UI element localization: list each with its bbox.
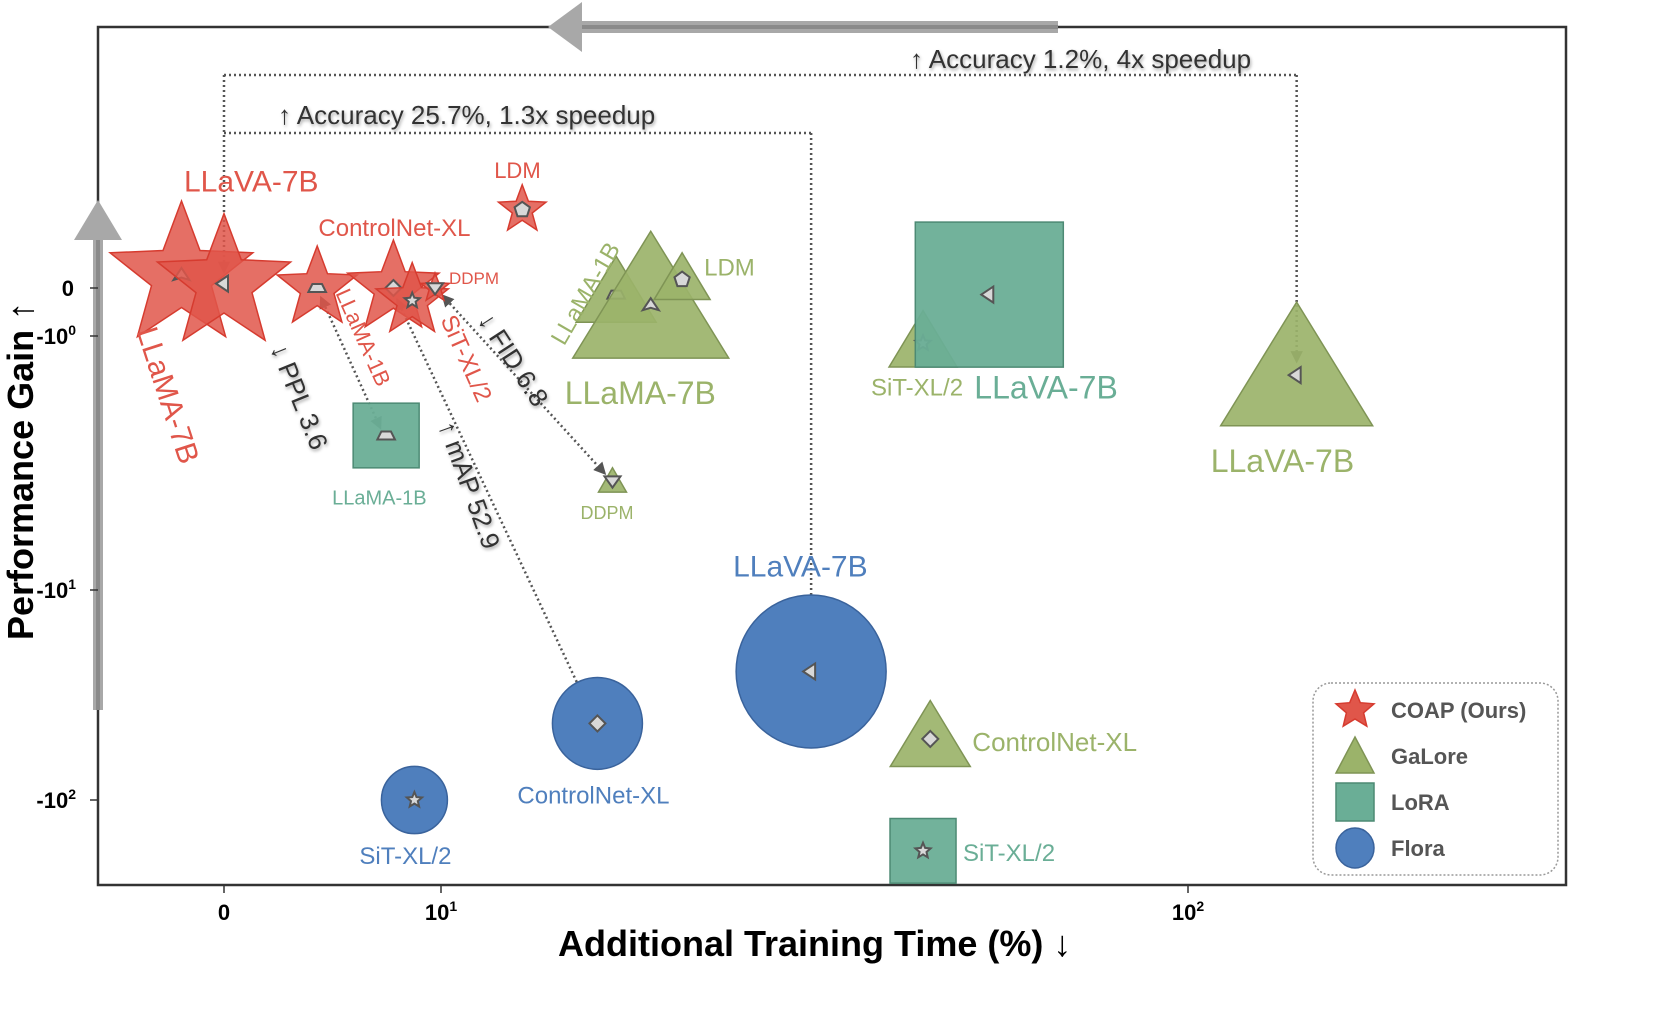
kite-marker-icon bbox=[640, 296, 662, 312]
point-label: LLaMA-7B bbox=[130, 323, 205, 468]
data-point bbox=[275, 243, 360, 324]
star-marker-icon bbox=[402, 289, 423, 310]
legend-label: Flora bbox=[1391, 836, 1446, 861]
legend-item-coap: COAP (Ours) bbox=[1334, 688, 1526, 728]
y-tick-label: -102 bbox=[36, 786, 76, 813]
annotation-accuracy-4x: ↑ Accuracy 1.2%, 4x speedup bbox=[910, 44, 1251, 74]
point-label: LLaVA-7B bbox=[1211, 443, 1355, 479]
annotation-map: ↑ mAP 52.9 bbox=[432, 417, 506, 553]
point-label: LDM bbox=[704, 255, 755, 282]
legend-item-galore: GaLore bbox=[1334, 735, 1468, 774]
annotation-ppl: ↓ PPL 3.6 bbox=[264, 339, 334, 454]
trapezoid-marker-icon bbox=[306, 283, 328, 293]
square-icon bbox=[1335, 782, 1375, 822]
point-label: ControlNet-XL bbox=[517, 782, 669, 809]
point-label: LLaVA-7B bbox=[974, 370, 1118, 406]
star-point bbox=[155, 211, 293, 343]
star-icon bbox=[1334, 688, 1376, 728]
data-point bbox=[380, 765, 449, 835]
circle-icon bbox=[1335, 827, 1375, 869]
x-tick-label: 0 bbox=[218, 900, 230, 925]
trapezoid-marker-icon bbox=[375, 430, 397, 441]
y-tick-label: -100 bbox=[36, 322, 76, 349]
axis-ticks: 0 101 102 0 -100 -101 -102 bbox=[36, 276, 1204, 925]
triangle-icon bbox=[1334, 735, 1376, 774]
left-triangle-marker-icon bbox=[1286, 365, 1302, 385]
triangle-point bbox=[1219, 300, 1375, 427]
data-point bbox=[888, 699, 972, 768]
data-point bbox=[551, 676, 644, 771]
left-triangle-marker-icon bbox=[801, 661, 817, 682]
series-coap bbox=[108, 182, 549, 343]
diamond-marker-icon bbox=[920, 729, 940, 749]
series-flora bbox=[380, 594, 887, 835]
better-direction-arrows bbox=[74, 2, 1058, 710]
legend-label: GaLore bbox=[1391, 744, 1468, 769]
x-axis-title: Additional Training Time (%) ↓ bbox=[558, 923, 1071, 964]
point-label: LLaMA-7B bbox=[565, 375, 716, 411]
x-tick-label: 102 bbox=[1172, 898, 1204, 925]
star-marker-icon bbox=[404, 789, 425, 809]
y-axis-title: Performance Gain ↑ bbox=[0, 302, 41, 640]
point-label: SiT-XL/2 bbox=[871, 374, 963, 401]
y-tick-label: -101 bbox=[36, 576, 76, 603]
point-label: LLaVA-7B bbox=[733, 551, 868, 584]
data-point bbox=[597, 466, 628, 493]
star-marker-icon bbox=[912, 840, 934, 860]
point-label: LLaVA-7B bbox=[184, 166, 319, 199]
legend: COAP (Ours) GaLore LoRA Flora bbox=[1312, 682, 1559, 876]
point-label: ControlNet-XL bbox=[972, 727, 1137, 757]
pentagon-marker-icon bbox=[673, 270, 691, 288]
legend-label: LoRA bbox=[1391, 790, 1450, 815]
data-point bbox=[1219, 300, 1375, 427]
left-arrow-icon bbox=[548, 2, 1058, 52]
diagonal-arrow bbox=[319, 295, 382, 430]
diagonal-arrow bbox=[395, 297, 594, 718]
down-triangle-marker-icon bbox=[602, 475, 623, 490]
series-lora bbox=[352, 221, 1065, 884]
pentagon-marker-icon bbox=[513, 200, 532, 218]
data-point bbox=[155, 211, 293, 343]
point-label: SiT-XL/2 bbox=[963, 840, 1055, 867]
left-triangle-marker-icon bbox=[979, 284, 995, 305]
point-label: SiT-XL/2 bbox=[359, 843, 451, 870]
y-tick-label: 0 bbox=[62, 276, 74, 301]
point-label: LLaMA-1B bbox=[332, 488, 427, 510]
annotation-lines bbox=[217, 73, 1303, 718]
point-label: DDPM bbox=[581, 503, 634, 523]
legend-item-lora: LoRA bbox=[1335, 782, 1450, 822]
point-label: LDM bbox=[494, 158, 540, 183]
data-point bbox=[496, 182, 549, 232]
data-point bbox=[914, 221, 1065, 368]
data-point bbox=[735, 594, 887, 749]
data-point bbox=[352, 402, 420, 469]
up-arrow-icon bbox=[74, 200, 122, 710]
data-point bbox=[889, 817, 957, 884]
point-label: DDPM bbox=[449, 269, 499, 288]
point-label: ControlNet-XL bbox=[318, 215, 470, 242]
down-triangle-marker-icon bbox=[425, 282, 445, 297]
annotation-accuracy-1-3x: ↑ Accuracy 25.7%, 1.3x speedup bbox=[278, 100, 655, 130]
legend-box bbox=[1312, 682, 1559, 876]
data-point bbox=[418, 270, 452, 302]
left-triangle-marker-icon bbox=[214, 273, 229, 294]
x-tick-label: 101 bbox=[425, 898, 457, 925]
legend-item-flora: Flora bbox=[1335, 827, 1446, 869]
data-points bbox=[108, 182, 1375, 884]
legend-label: COAP (Ours) bbox=[1391, 698, 1526, 723]
diamond-marker-icon bbox=[588, 714, 607, 733]
data-point bbox=[652, 251, 712, 301]
